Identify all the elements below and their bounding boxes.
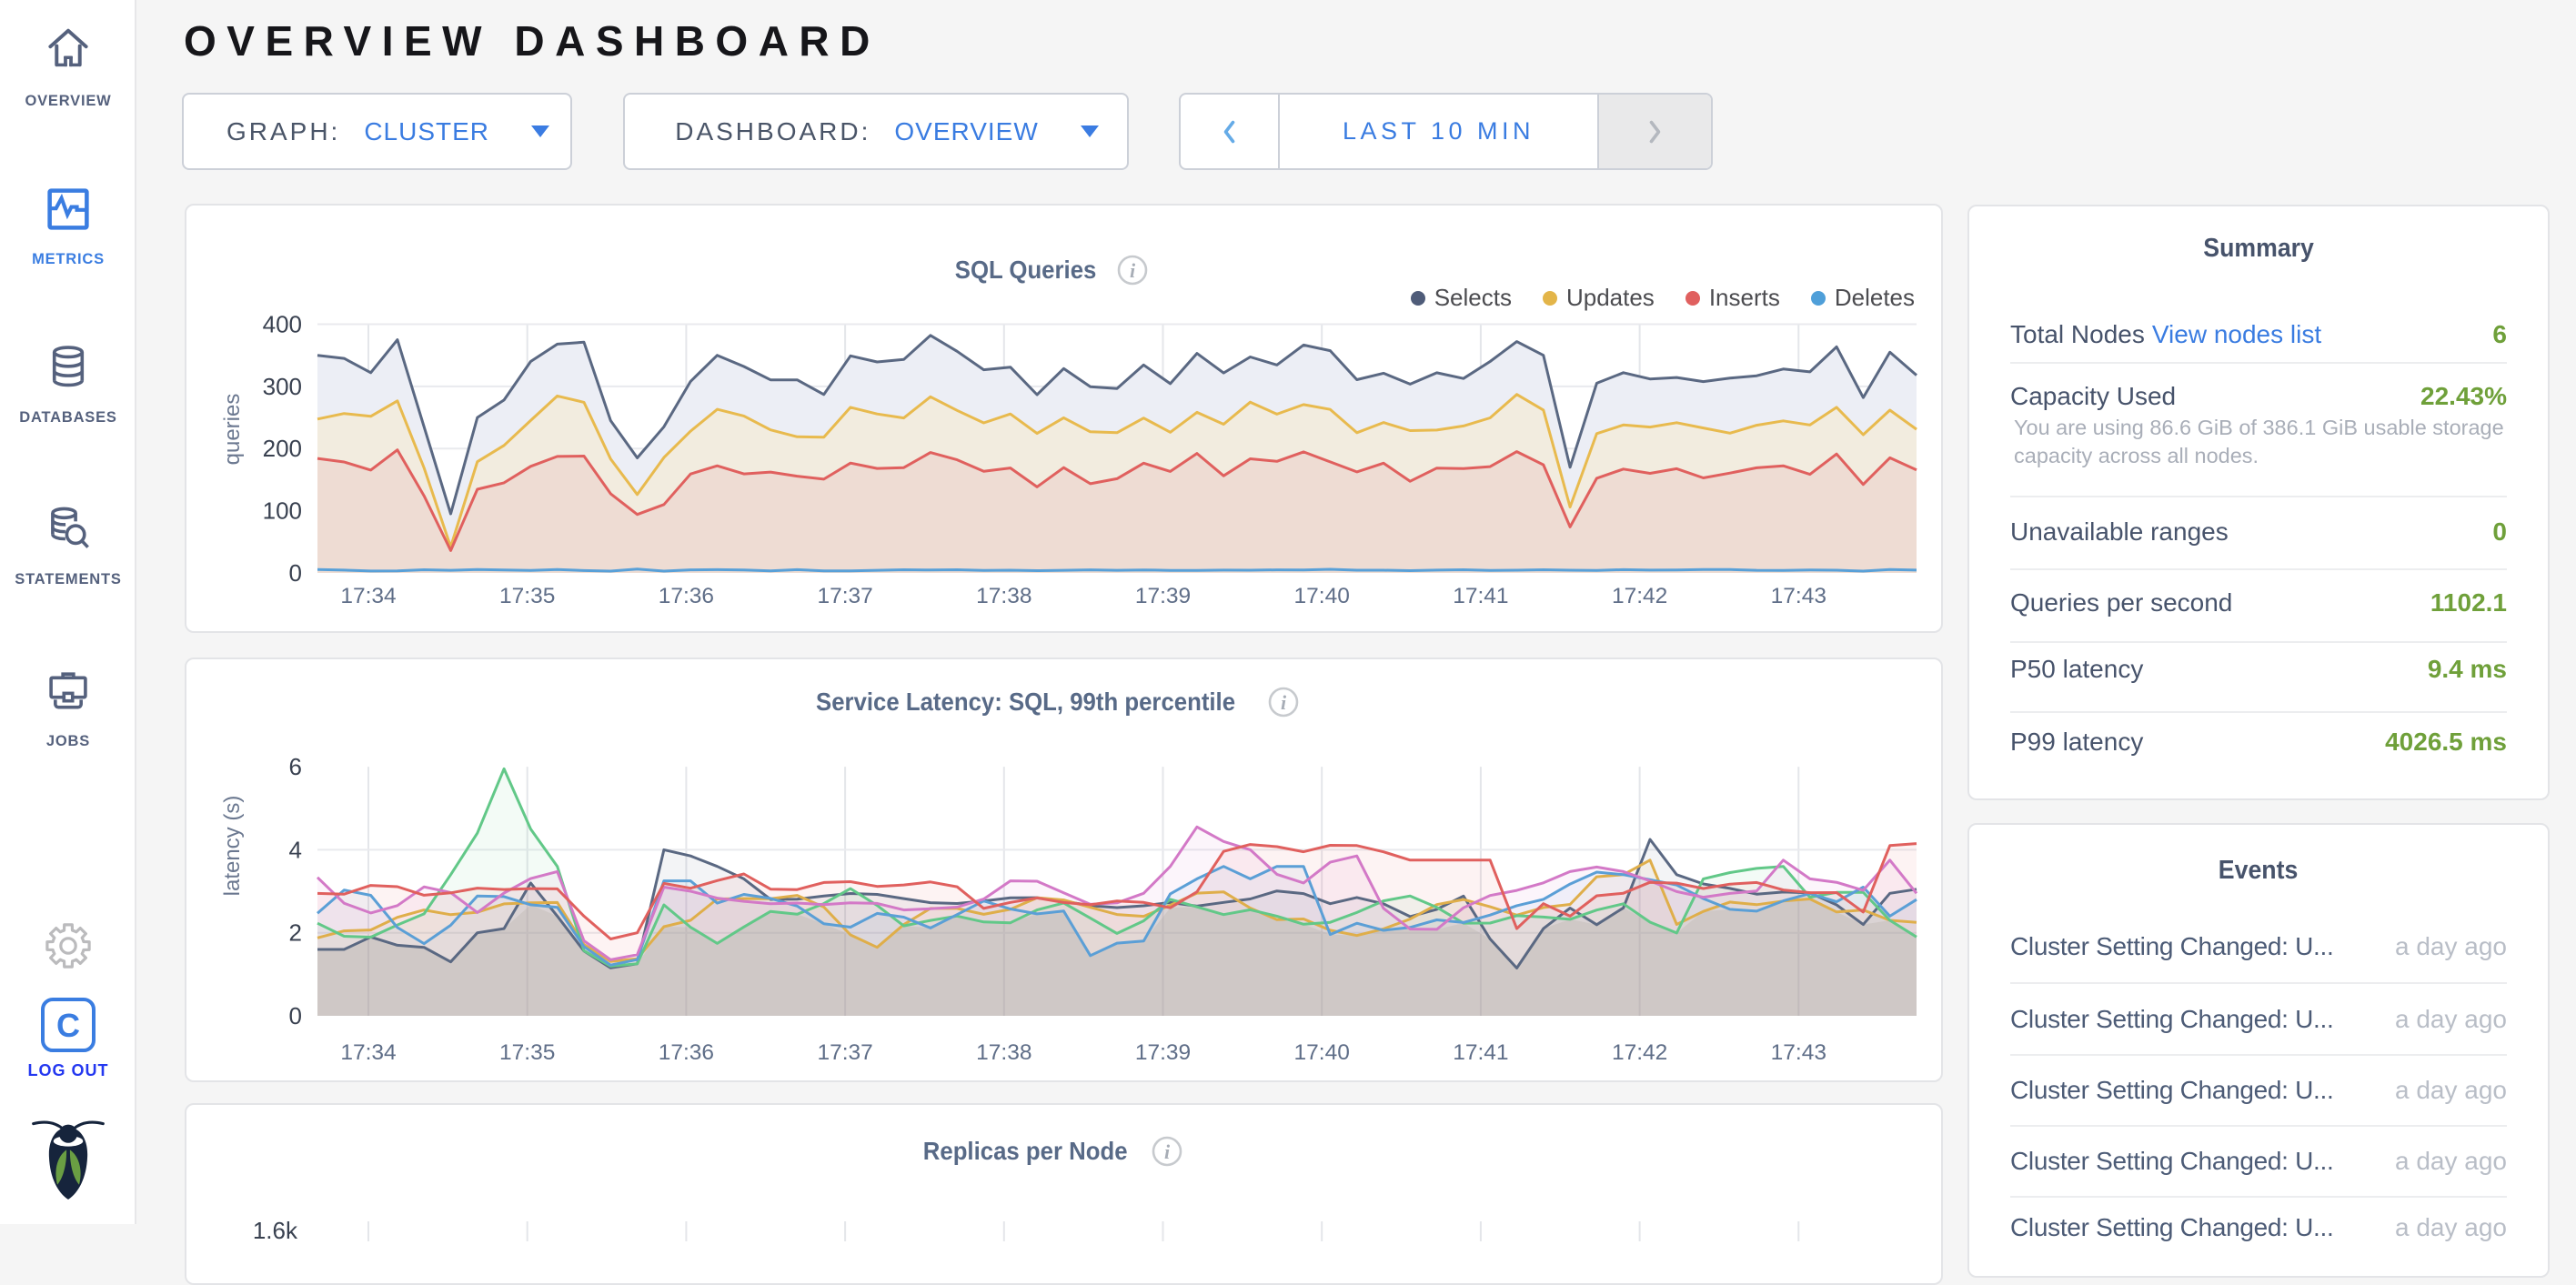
svg-text:17:38: 17:38 [976, 1040, 1031, 1065]
svg-text:17:39: 17:39 [1135, 584, 1191, 608]
svg-text:17:36: 17:36 [659, 1040, 714, 1065]
svg-text:17:40: 17:40 [1294, 1040, 1350, 1065]
svg-text:17:40: 17:40 [1294, 584, 1350, 608]
svg-text:4: 4 [289, 836, 302, 863]
svg-text:17:43: 17:43 [1771, 1040, 1826, 1065]
svg-text:17:34: 17:34 [340, 584, 396, 608]
svg-text:17:37: 17:37 [817, 584, 872, 608]
svg-text:17:42: 17:42 [1612, 584, 1667, 608]
svg-text:300: 300 [263, 373, 302, 400]
svg-text:400: 400 [263, 310, 302, 337]
svg-text:i: i [1130, 259, 1136, 282]
svg-text:17:38: 17:38 [976, 584, 1031, 608]
svg-text:17:35: 17:35 [499, 584, 555, 608]
svg-text:0: 0 [289, 1002, 302, 1029]
svg-text:17:35: 17:35 [499, 1040, 555, 1065]
svg-text:17:37: 17:37 [817, 1040, 872, 1065]
svg-text:i: i [1164, 1140, 1171, 1163]
svg-text:17:41: 17:41 [1453, 584, 1508, 608]
svg-text:C: C [56, 1007, 80, 1044]
svg-text:latency (s): latency (s) [220, 796, 245, 897]
svg-text:17:36: 17:36 [659, 584, 714, 608]
svg-text:6: 6 [289, 753, 302, 780]
svg-text:i: i [1281, 691, 1287, 714]
svg-text:100: 100 [263, 497, 302, 524]
svg-text:17:34: 17:34 [340, 1040, 396, 1065]
svg-text:17:41: 17:41 [1453, 1040, 1508, 1065]
svg-text:1.6k: 1.6k [253, 1217, 298, 1241]
svg-text:200: 200 [263, 435, 302, 462]
svg-text:queries: queries [220, 394, 245, 466]
svg-text:17:42: 17:42 [1612, 1040, 1667, 1065]
svg-text:17:43: 17:43 [1771, 584, 1826, 608]
svg-text:17:39: 17:39 [1135, 1040, 1191, 1065]
svg-text:0: 0 [289, 559, 302, 587]
svg-text:2: 2 [289, 919, 302, 947]
